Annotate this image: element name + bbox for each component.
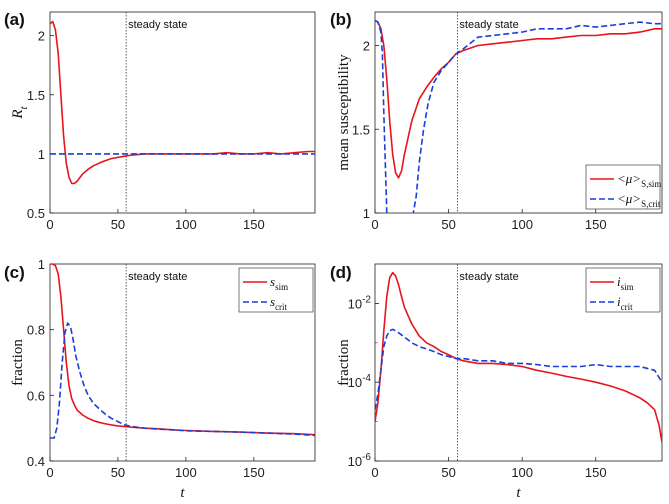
y-tick-label: 0.4 [27, 454, 45, 469]
steady-state-label: steady state [128, 19, 187, 31]
steady-state-label: steady state [128, 271, 187, 283]
legend-entry: isim [617, 274, 634, 292]
steady-state-label: steady state [459, 19, 518, 31]
panel-b: (b) 0 50 100 150 1 1.5 2 mean susceptibility stea… [330, 10, 663, 232]
x-tick-label: 50 [111, 465, 125, 480]
x-tick-label: 50 [111, 217, 125, 232]
x-tick-label: 50 [441, 217, 455, 232]
x-tick-label: 0 [46, 217, 53, 232]
x-tick-label: 150 [243, 465, 265, 480]
legend-entry: scrit [270, 294, 288, 312]
x-tick-label: 0 [371, 465, 378, 480]
panel-c: (c) 0 50 100 150 0.4 0.6 0.8 1 fraction t steady st… [4, 257, 316, 501]
axes-frame [49, 263, 316, 462]
series-line [375, 19, 662, 213]
panel-label: (d) [330, 263, 352, 282]
x-tick-label: 100 [511, 465, 533, 480]
y-tick-label: 10-2 [348, 294, 372, 311]
x-tick-label: 0 [371, 217, 378, 232]
x-tick-label: 0 [46, 465, 53, 480]
series-line [50, 264, 315, 436]
legend-entry: <μ>S,sim [617, 171, 661, 189]
y-tick-label: 2 [363, 39, 370, 54]
panel-label: (b) [330, 10, 352, 29]
legend-entry: ssim [270, 274, 288, 292]
x-axis-label: t [180, 485, 185, 501]
series-group [50, 20, 315, 185]
y-axis-label: fraction [336, 339, 352, 386]
legend-box [585, 267, 661, 313]
y-tick-label: 1.5 [352, 122, 370, 137]
x-axis-label: t [516, 485, 521, 501]
series-group [375, 271, 662, 443]
y-tick-label: 0.6 [27, 388, 45, 403]
series-line [375, 19, 662, 179]
panel-a: (a) 0 50 100 150 0.5 1 1.5 2 Rt steady state [4, 10, 316, 232]
legend-box [238, 267, 314, 313]
panel-d: (d) 0 50 100 150 10-6 10-4 10-2 fraction t steady … [330, 263, 663, 501]
y-tick-label: 1 [38, 257, 45, 272]
y-axis-label: Rt [10, 105, 30, 119]
axes-frame [374, 11, 663, 214]
axes-frame [374, 263, 663, 462]
y-tick-label: 1 [363, 206, 370, 221]
y-tick-label: 10-4 [348, 373, 372, 390]
axes-frame [49, 11, 316, 214]
legend: isim icrit [585, 267, 661, 313]
series-group [375, 19, 662, 213]
series-line [50, 322, 315, 439]
steady-state-label: steady state [459, 271, 518, 283]
y-tick-label: 10-6 [348, 452, 372, 469]
x-tick-label: 150 [585, 217, 607, 232]
y-axis-label: fraction [10, 339, 26, 386]
panel-label: (c) [4, 263, 25, 282]
series-group [50, 264, 315, 439]
x-tick-label: 50 [441, 465, 455, 480]
x-tick-label: 100 [175, 465, 197, 480]
x-tick-label: 150 [585, 465, 607, 480]
y-tick-label: 0.5 [27, 206, 45, 221]
y-axis-label: mean susceptibility [336, 54, 352, 171]
series-line [375, 328, 662, 410]
y-tick-label: 2 [38, 29, 45, 44]
legend-entry: icrit [617, 294, 633, 312]
x-tick-label: 100 [175, 217, 197, 232]
panel-label: (a) [4, 10, 25, 29]
x-tick-label: 150 [243, 217, 265, 232]
legend: ssim scrit [238, 267, 314, 313]
x-tick-label: 100 [511, 217, 533, 232]
legend: <μ>S,sim <μ>S,crit [585, 164, 661, 210]
y-tick-label: 1 [38, 147, 45, 162]
y-tick-label: 1.5 [27, 88, 45, 103]
legend-entry: <μ>S,crit [617, 191, 661, 209]
legend-box [585, 164, 661, 210]
y-tick-label: 0.8 [27, 323, 45, 338]
series-line [50, 20, 315, 185]
